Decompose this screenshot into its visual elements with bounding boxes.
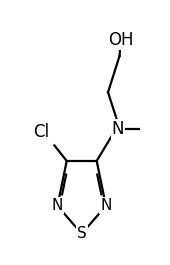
Text: S: S (77, 226, 87, 241)
Text: OH: OH (108, 31, 134, 49)
Text: N: N (52, 198, 63, 213)
Text: N: N (112, 120, 124, 138)
Text: Cl: Cl (33, 123, 49, 142)
Text: N: N (100, 198, 112, 213)
